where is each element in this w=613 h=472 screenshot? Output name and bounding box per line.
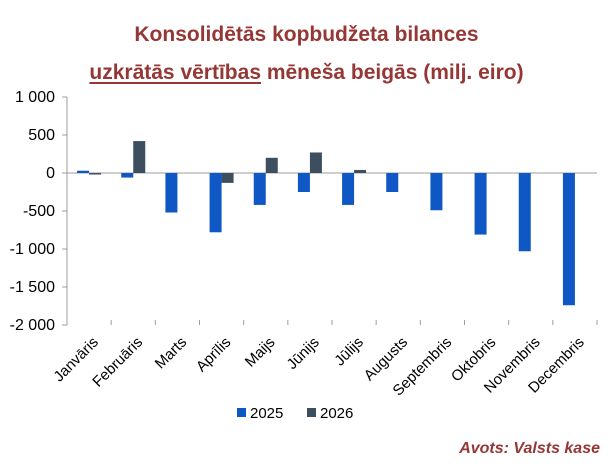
bar-2025-novembris	[518, 173, 531, 252]
bar-2026-jūlijs	[354, 169, 367, 173]
x-category-label: Aprīlis	[193, 334, 234, 375]
legend-label-2025: 2025	[250, 405, 283, 422]
bar-2025-marts	[165, 173, 178, 213]
legend-swatch-2026	[307, 408, 316, 417]
legend-swatch-2025	[237, 408, 246, 417]
y-tick-label: 0	[46, 165, 55, 182]
chart-title-line-2: uzkrātās vērtības mēneša beigās (milj. e…	[0, 60, 613, 86]
chart-title-rest: mēneša beigās (milj. eiro)	[261, 61, 524, 84]
bar-2026-janvāris	[89, 173, 102, 175]
bar-2025-septembris	[430, 173, 443, 211]
legend-label-2026: 2026	[320, 405, 353, 422]
bar-2025-janvāris	[77, 170, 90, 173]
bar-2026-aprīlis	[221, 173, 234, 183]
y-tick-label: -1 000	[10, 241, 55, 258]
bar-2026-maijs	[265, 157, 278, 173]
bar-2025-maijs	[253, 173, 266, 205]
y-tick-label: -2 000	[10, 317, 55, 334]
bar-2025-jūlijs	[342, 173, 355, 205]
bar-2026-februāris	[133, 141, 146, 173]
source-label: Avots: Valsts kase	[459, 440, 600, 457]
y-tick-label: -500	[23, 203, 55, 220]
bar-2025-jūnijs	[297, 173, 310, 192]
bar-2025-augusts	[386, 173, 399, 192]
x-category-label: Marts	[152, 334, 191, 373]
x-category-label: Jūlijs	[331, 334, 367, 370]
bar-2026-jūnijs	[309, 152, 322, 173]
x-category-label: Maijs	[242, 334, 279, 371]
bar-2025-decembris	[562, 173, 575, 306]
bar-2025-oktobris	[474, 173, 487, 235]
chart-title-line-1: Konsolidētās kopbudžeta bilances	[134, 23, 479, 46]
chart-title-underlined: uzkrātās vērtības	[89, 61, 261, 84]
bar-2025-februāris	[121, 173, 134, 178]
y-tick-label: 500	[28, 127, 55, 144]
y-tick-label: -1 500	[10, 279, 55, 296]
y-tick-label: 1 000	[15, 89, 55, 106]
x-category-label: Jūnijs	[284, 334, 323, 373]
bar-2025-aprīlis	[209, 173, 222, 233]
